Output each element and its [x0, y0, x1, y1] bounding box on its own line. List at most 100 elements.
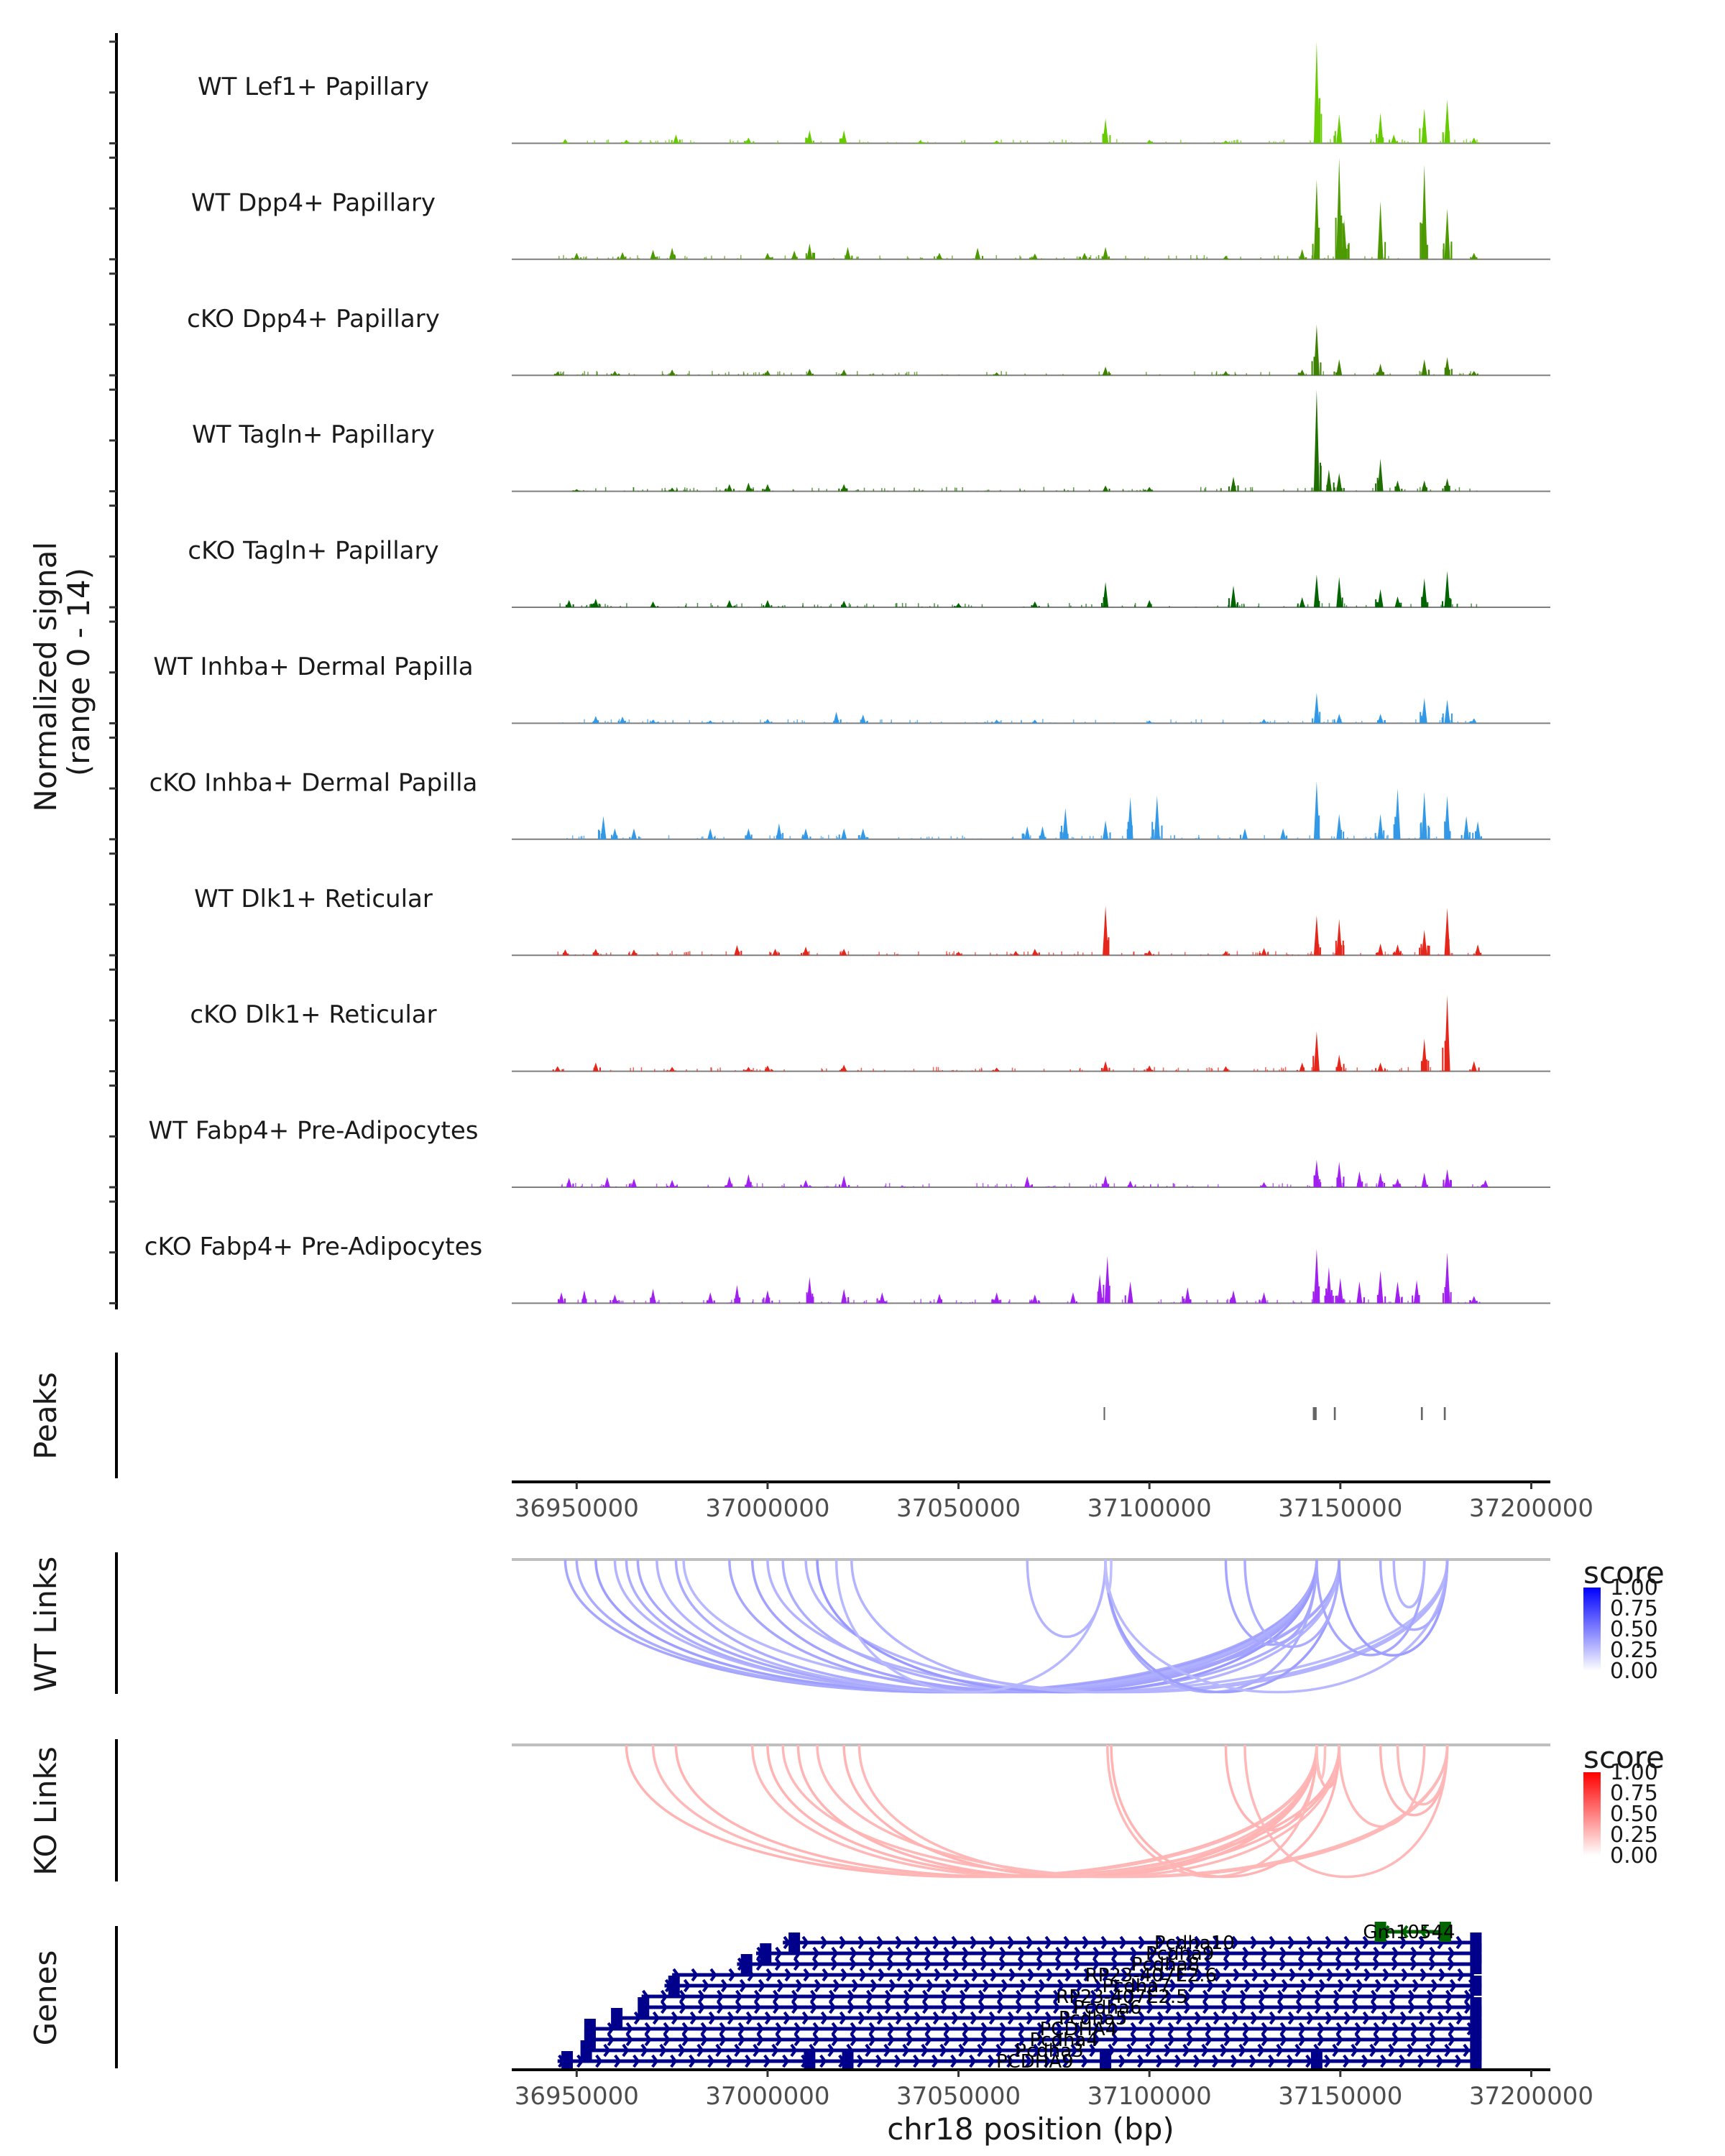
- coverage-peak: [1444, 208, 1450, 259]
- strand-arrow-icon: [1063, 2011, 1071, 2025]
- gene: Pcdha8: [737, 1954, 1482, 1976]
- x-tick-label: 37000000: [705, 1494, 829, 1523]
- link-arc: [834, 1559, 1107, 1694]
- coverage-peak: [1377, 112, 1384, 144]
- strand-arrow-icon: [1287, 1935, 1295, 1950]
- strand-arrow-icon: [1242, 1946, 1250, 1961]
- strand-arrow-icon: [1131, 1978, 1139, 1993]
- strand-arrow-icon: [943, 2032, 951, 2047]
- strand-arrow-icon: [977, 2043, 985, 2058]
- strand-arrow-icon: [997, 1989, 1005, 2004]
- strand-arrow-icon: [707, 2054, 715, 2068]
- strand-arrow-icon: [1363, 1968, 1371, 1982]
- coverage-peak: [1336, 918, 1343, 956]
- strand-arrow-icon: [1352, 1989, 1360, 2004]
- strand-arrow-icon: [810, 1989, 818, 2004]
- strand-arrow-icon: [820, 1935, 828, 1950]
- gene-exon: [1439, 1922, 1451, 1942]
- strand-arrow-icon: [1094, 1978, 1102, 1993]
- strand-arrow-icon: [1412, 1978, 1420, 1993]
- strand-arrow-icon: [999, 2032, 1007, 2047]
- strand-arrow-icon: [1074, 1946, 1082, 1961]
- strand-arrow-icon: [1317, 2032, 1325, 2047]
- strand-arrow-icon: [934, 1968, 942, 1982]
- coverage-peak: [1471, 252, 1477, 259]
- strand-arrow-icon: [1167, 2032, 1175, 2047]
- strand-arrow-icon: [794, 2022, 801, 2036]
- strand-arrow-icon: [756, 2022, 764, 2036]
- legend-tick-label: 0.75: [1610, 1596, 1658, 1621]
- coverage-peak: [1081, 252, 1087, 259]
- strand-arrow-icon: [1269, 1935, 1276, 1950]
- strand-arrow-icon: [894, 2054, 902, 2068]
- strand-arrow-icon: [868, 1957, 875, 1971]
- strand-arrow-icon: [839, 2011, 847, 2025]
- wt-links-track: [512, 1558, 1550, 1694]
- coverage-track: WT Tagln+ Papillary: [192, 390, 1550, 492]
- coverage-peak: [806, 243, 813, 259]
- strand-arrow-icon: [771, 2043, 779, 2058]
- strand-arrow-icon: [1092, 2032, 1100, 2047]
- strand-arrow-icon: [1121, 1968, 1128, 1982]
- strand-arrow-icon: [1119, 1935, 1127, 1950]
- strand-arrow-icon: [1175, 1935, 1183, 1950]
- strand-arrow-icon: [887, 2032, 895, 2047]
- coverage-peak: [1377, 714, 1384, 724]
- strand-arrow-icon: [774, 1957, 782, 1971]
- strand-arrow-icon: [988, 2054, 995, 2068]
- strand-arrow-icon: [1016, 2000, 1024, 2014]
- strand-arrow-icon: [1251, 1968, 1259, 1982]
- strand-arrow-icon: [663, 2032, 671, 2047]
- peak-region: [1333, 1407, 1336, 1420]
- strand-arrow-icon: [831, 2032, 839, 2047]
- strand-arrow-icon: [642, 1989, 650, 2004]
- strand-arrow-icon: [1149, 2022, 1156, 2036]
- strand-arrow-icon: [812, 2022, 820, 2036]
- strand-arrow-icon: [576, 2054, 584, 2068]
- strand-arrow-icon: [914, 2011, 921, 2025]
- strand-arrow-icon: [1445, 1989, 1453, 2004]
- gene-label: Pcdha9: [1146, 1943, 1214, 1965]
- strand-arrow-icon: [1194, 2011, 1202, 2025]
- strand-arrow-icon: [1399, 2011, 1407, 2025]
- strand-arrow-icon: [1374, 1978, 1382, 1993]
- gene-exon: [638, 1997, 650, 2017]
- coverage-peak: [1313, 324, 1320, 376]
- link-arc: [651, 1744, 1318, 1879]
- strand-arrow-icon: [1111, 2022, 1119, 2036]
- x-tick-label: 37000000: [705, 2082, 829, 2111]
- gene-track: PCDHA9Pcdha3Pcdha4PCDHA4Pcdha5Pcdha6RP23…: [557, 1922, 1482, 2073]
- coverage-peak: [620, 717, 626, 724]
- strand-arrow-icon: [1202, 2000, 1210, 2014]
- strand-arrow-icon: [1335, 2022, 1343, 2036]
- strand-arrow-icon: [739, 1978, 747, 1993]
- strand-arrow-icon: [903, 2000, 911, 2014]
- strand-arrow-icon: [794, 2032, 801, 2047]
- coverage-peak: [1377, 589, 1384, 607]
- strand-arrow-icon: [1464, 1989, 1472, 2004]
- strand-arrow-icon: [1448, 1946, 1455, 1961]
- strand-arrow-icon: [1281, 1978, 1289, 1993]
- strand-arrow-icon: [1164, 2043, 1172, 2058]
- strand-arrow-icon: [903, 1989, 911, 2004]
- strand-arrow-icon: [765, 1968, 773, 1982]
- link-arc: [1315, 1744, 1327, 1780]
- strand-arrow-icon: [1250, 2011, 1258, 2025]
- strand-arrow-icon: [1129, 1957, 1137, 1971]
- strand-arrow-icon: [1260, 1957, 1268, 1971]
- link-arc: [1396, 1744, 1449, 1806]
- strand-arrow-icon: [1205, 2032, 1213, 2047]
- coverage-peak: [726, 1176, 732, 1187]
- wt-legend-title: score: [1583, 1555, 1665, 1590]
- strand-arrow-icon: [1092, 2022, 1100, 2036]
- strand-arrow-icon: [700, 2032, 708, 2047]
- coverage-peak: [1444, 571, 1450, 607]
- strand-arrow-icon: [775, 2032, 783, 2047]
- strand-arrow-icon: [1130, 2032, 1138, 2047]
- strand-arrow-icon: [939, 2043, 947, 2058]
- gene-label: Gm10544: [1363, 1922, 1455, 1943]
- legend-tick-label: 0.50: [1610, 1802, 1658, 1827]
- coverage-peak: [1146, 950, 1153, 956]
- coverage-peak: [1421, 165, 1427, 259]
- strand-arrow-icon: [1186, 2022, 1194, 2036]
